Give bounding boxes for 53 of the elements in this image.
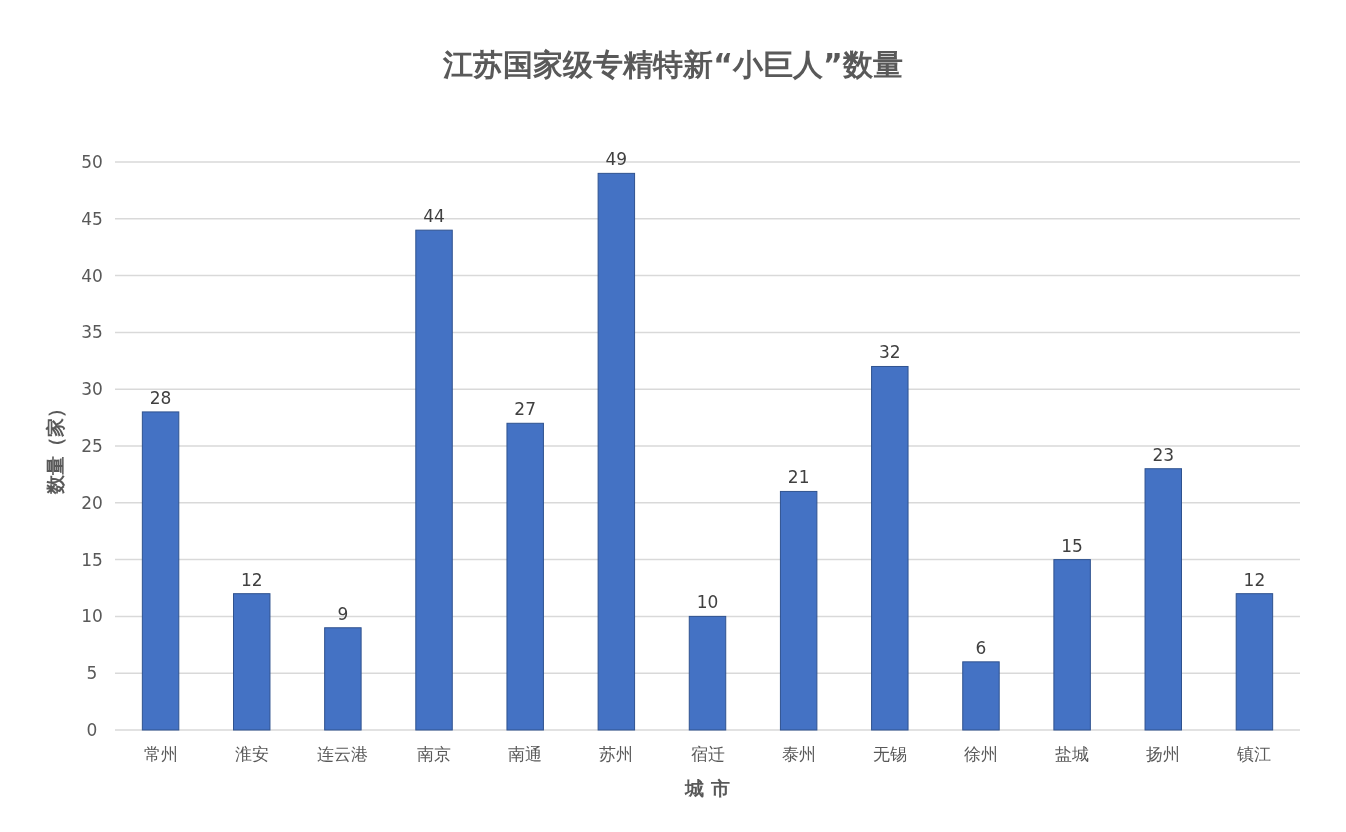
data-label: 9 <box>337 603 349 624</box>
x-tick-label: 泰州 <box>781 744 816 764</box>
bar <box>233 593 271 731</box>
bar <box>871 365 909 731</box>
chart-title: 江苏国家级专精特新“小巨人”数量 <box>442 47 903 82</box>
data-label: 10 <box>696 592 719 613</box>
bar <box>1144 468 1182 731</box>
y-tick-label: 0 <box>86 720 98 740</box>
x-axis-title: 城 市 <box>684 777 730 799</box>
y-tick-label: 40 <box>81 265 103 286</box>
x-tick-label: 宿迁 <box>690 744 725 764</box>
y-tick-label: 5 <box>86 663 98 684</box>
data-label: 32 <box>878 342 901 363</box>
x-tick-label: 南京 <box>417 744 452 764</box>
x-tick-label: 苏州 <box>599 744 634 764</box>
data-label: 12 <box>1243 569 1266 590</box>
y-tick-label: 15 <box>81 549 103 570</box>
data-label: 12 <box>240 569 263 590</box>
bar <box>597 172 636 731</box>
data-label: 27 <box>514 399 537 420</box>
data-label: 28 <box>149 387 172 408</box>
y-tick-label: 25 <box>81 436 103 456</box>
bar <box>962 661 1000 731</box>
bar <box>415 229 453 731</box>
x-tick-label: 镇江 <box>1236 744 1272 764</box>
y-tick-label: 45 <box>81 208 103 229</box>
bar <box>141 411 180 731</box>
x-tick-label: 盐城 <box>1055 744 1090 764</box>
x-tick-label: 淮安 <box>234 744 269 764</box>
x-tick-label: 无锡 <box>872 744 907 764</box>
data-label: 23 <box>1152 444 1175 465</box>
data-label: 49 <box>605 149 628 170</box>
y-tick-label: 20 <box>81 492 103 513</box>
bar <box>1235 593 1274 731</box>
bar <box>779 490 818 731</box>
x-tick-label: 常州 <box>143 744 178 764</box>
y-tick-label: 30 <box>81 379 103 400</box>
y-axis-title: 数量（家） <box>44 398 66 495</box>
x-tick-label: 南通 <box>508 744 543 764</box>
y-tick-label: 35 <box>81 322 103 343</box>
bar <box>688 615 727 731</box>
x-tick-label: 徐州 <box>963 744 998 764</box>
y-tick-label: 50 <box>81 152 103 172</box>
y-tick-label: 10 <box>81 606 103 627</box>
data-label: 15 <box>1061 535 1083 556</box>
data-label: 21 <box>787 467 810 488</box>
bar <box>1053 559 1091 731</box>
data-label: 44 <box>423 206 445 227</box>
bar <box>324 627 362 731</box>
x-tick-label: 连云港 <box>317 744 369 764</box>
bar <box>506 422 544 731</box>
x-tick-label: 扬州 <box>1146 744 1181 764</box>
data-label: 6 <box>975 637 987 658</box>
